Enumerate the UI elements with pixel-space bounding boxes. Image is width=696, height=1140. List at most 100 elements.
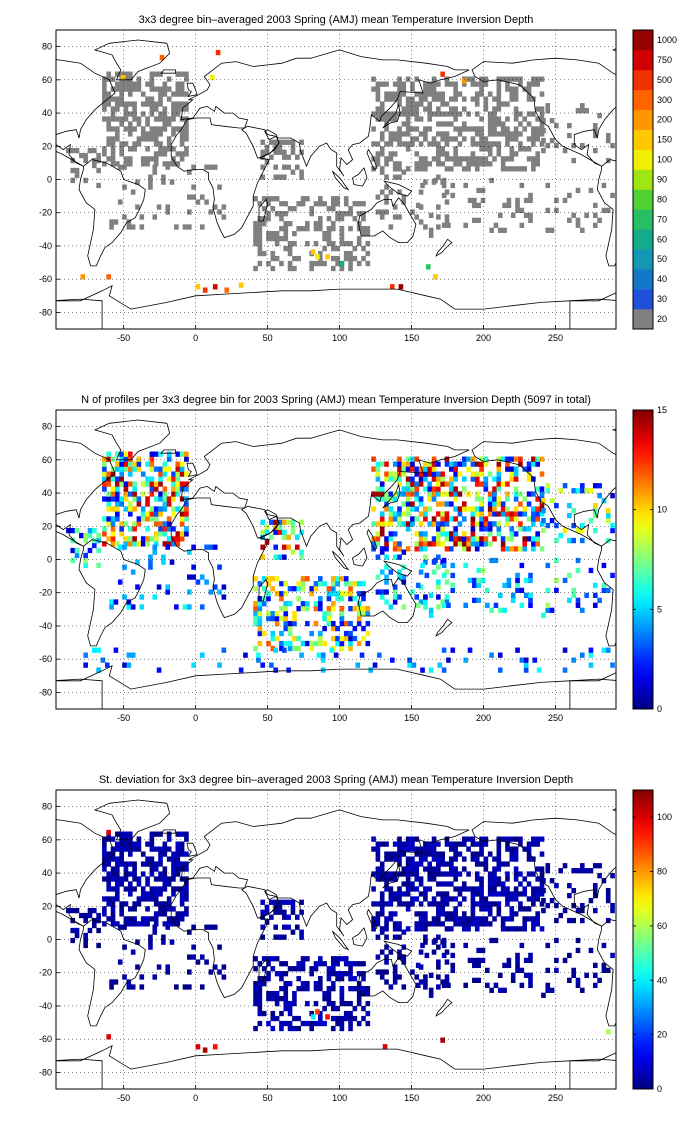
data-cell (70, 147, 76, 154)
data-cell (509, 531, 515, 537)
data-cell (379, 511, 385, 517)
data-cell (257, 615, 263, 622)
data-cell (184, 851, 189, 857)
data-cell (497, 972, 503, 979)
data-cell (505, 546, 510, 552)
data-cell (153, 866, 159, 872)
data-cell (392, 496, 398, 502)
data-cell (171, 891, 176, 897)
data-cell (472, 197, 477, 204)
colorbar-swatch (633, 109, 653, 130)
data-cell (466, 491, 471, 497)
data-cell (531, 886, 536, 892)
data-cell (401, 86, 407, 92)
data-cell (472, 957, 477, 964)
data-cell (290, 169, 296, 175)
colorbar-tick-label: 50 (657, 254, 667, 264)
data-cell (500, 546, 506, 552)
data-cell (379, 496, 385, 502)
data-cell (300, 956, 306, 962)
data-cell (423, 161, 428, 167)
data-cell (418, 979, 424, 985)
data-cell (518, 906, 523, 912)
data-cell (414, 456, 420, 462)
data-cell (330, 206, 336, 212)
data-cell (102, 526, 107, 532)
data-cell (127, 541, 133, 547)
data-cell (171, 161, 176, 167)
data-cell (273, 164, 278, 170)
data-cell (541, 137, 546, 144)
highlight-cell (605, 1029, 611, 1035)
data-cell (375, 969, 381, 975)
data-cell (270, 990, 276, 997)
data-cell (588, 488, 594, 494)
data-cell (401, 549, 407, 555)
data-cell (264, 909, 270, 915)
data-cell (554, 587, 559, 594)
data-cell (199, 652, 205, 658)
data-cell (115, 516, 120, 522)
data-cell (414, 486, 420, 492)
data-cell (440, 901, 445, 907)
data-cell (436, 536, 441, 542)
data-cell (127, 526, 133, 532)
data-cell (515, 647, 520, 653)
data-cell (149, 111, 155, 117)
data-cell (318, 221, 323, 227)
data-cell (115, 871, 120, 877)
data-cell (253, 586, 258, 592)
data-cell (309, 640, 314, 647)
data-cell (283, 235, 289, 242)
data-cell (261, 206, 267, 212)
data-cell (500, 926, 506, 932)
data-cell (253, 981, 258, 987)
coastline-antarctica (56, 665, 616, 709)
data-cell (348, 211, 353, 217)
data-cell (158, 111, 163, 117)
data-cell (287, 240, 293, 247)
data-cell (102, 836, 107, 842)
data-cell (335, 1020, 340, 1027)
data-cell (401, 131, 407, 137)
data-cell (431, 76, 437, 82)
data-cell (461, 506, 467, 512)
data-cell (153, 536, 159, 542)
x-tick-label: 100 (332, 713, 347, 723)
data-cell (397, 921, 402, 927)
data-cell (414, 106, 420, 112)
data-cell (175, 841, 181, 847)
data-cell (282, 554, 287, 560)
data-cell (423, 81, 428, 87)
data-cell (299, 934, 304, 940)
data-cell (106, 506, 112, 512)
data-cell (431, 136, 437, 142)
data-cell (584, 592, 589, 599)
data-cell (519, 982, 525, 988)
data-cell (388, 886, 394, 892)
data-cell (379, 569, 385, 575)
data-cell (483, 521, 489, 527)
data-cell (119, 121, 124, 127)
data-cell (110, 521, 116, 527)
data-cell (102, 921, 107, 927)
data-cell (496, 456, 502, 462)
data-cell (449, 896, 454, 902)
data-cell (453, 871, 458, 877)
data-cell (562, 667, 568, 673)
data-cell (212, 204, 218, 210)
data-cell (257, 221, 263, 227)
data-cell (253, 620, 258, 627)
data-cell (282, 519, 287, 525)
data-cell (535, 461, 541, 467)
data-cell (136, 841, 142, 847)
data-cell (472, 597, 477, 603)
data-cell (384, 461, 389, 467)
data-cell (270, 235, 276, 242)
data-cell (152, 594, 158, 600)
data-cell (492, 96, 497, 102)
data-cell (149, 101, 155, 107)
data-cell (528, 597, 533, 603)
data-cell (384, 91, 389, 97)
highlight-cell (310, 1014, 316, 1020)
